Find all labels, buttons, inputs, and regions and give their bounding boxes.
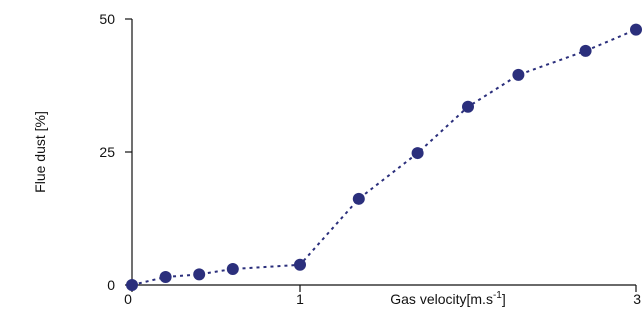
y-axis-title: Flue dust [%] (32, 111, 48, 193)
y-ticks: 0 25 50 (99, 11, 132, 293)
x-tick-label: 3 (633, 291, 641, 307)
data-points (126, 23, 642, 291)
y-tick-label: 25 (99, 144, 115, 160)
data-point (630, 23, 642, 36)
data-point (512, 68, 525, 81)
data-point (579, 44, 592, 57)
data-point (193, 268, 206, 281)
data-point (126, 279, 138, 291)
x-axis-title: Gas velocity[m.s-1] (390, 290, 506, 307)
y-tick-label: 0 (107, 277, 115, 293)
data-point (352, 192, 365, 205)
x-axis-title-main: Gas velocity[m.s (390, 291, 493, 307)
y-tick-label: 50 (99, 11, 115, 27)
series-line (131, 28, 637, 286)
data-point (411, 147, 424, 160)
x-ticks: 0 1 3 (124, 285, 641, 307)
data-point (159, 271, 172, 284)
x-axis-title-superscript: -1 (493, 290, 502, 301)
x-tick-label: 1 (296, 291, 304, 307)
x-tick-label: 0 (124, 291, 132, 307)
x-axis-title-suffix: ] (502, 291, 506, 307)
data-point (462, 100, 474, 113)
data-point (226, 263, 239, 276)
data-point (294, 258, 306, 271)
